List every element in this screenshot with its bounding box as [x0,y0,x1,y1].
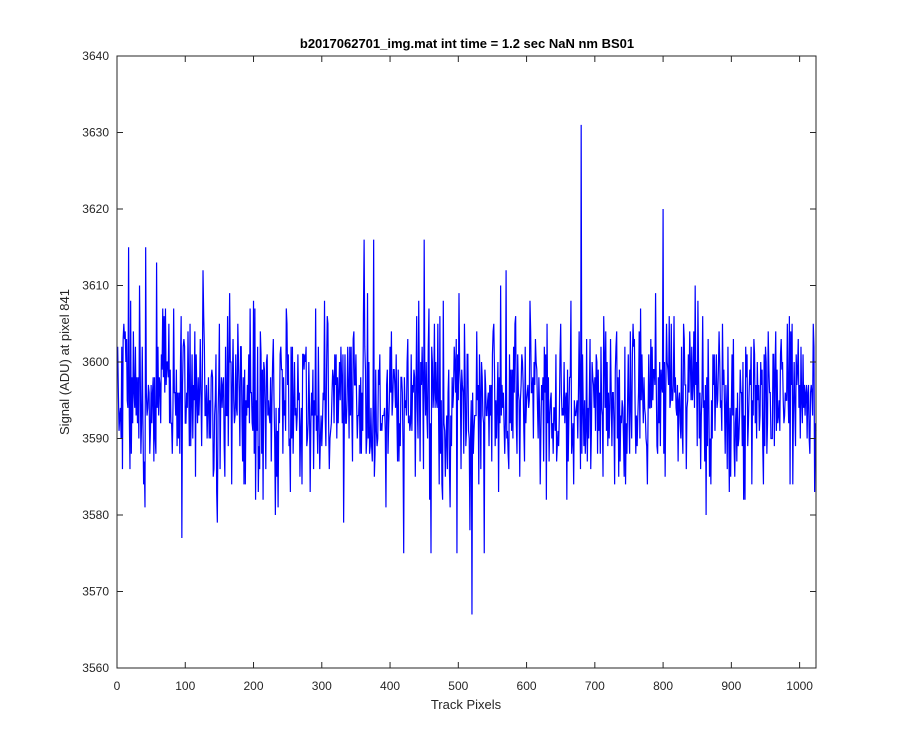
x-tick-label: 400 [380,679,400,693]
x-tick-label: 300 [312,679,332,693]
y-axis-label: Signal (ADU) at pixel 841 [57,289,72,435]
chart-title: b2017062701_img.mat int time = 1.2 sec N… [300,36,634,51]
y-tick-label: 3590 [82,432,109,446]
x-tick-label: 900 [721,679,741,693]
x-tick-label: 0 [114,679,121,693]
x-tick-label: 800 [653,679,673,693]
y-tick-label: 3580 [82,508,109,522]
y-tick-label: 3600 [82,355,109,369]
y-axis-ticks: 3560 3570 3580 3590 3600 3610 3620 3630 3640 [82,49,816,675]
x-tick-label: 700 [585,679,605,693]
x-axis-label: Track Pixels [431,697,502,712]
x-tick-label: 1000 [786,679,813,693]
signal-series-line [117,124,817,615]
x-tick-label: 600 [517,679,537,693]
y-tick-label: 3560 [82,661,109,675]
x-tick-label: 200 [244,679,264,693]
y-tick-label: 3610 [82,279,109,293]
x-axis-ticks: 0 100 200 300 400 500 600 700 800 900 1000 [114,56,813,693]
y-tick-label: 3620 [82,202,109,216]
y-tick-label: 3570 [82,585,109,599]
plot-area [117,56,816,668]
y-tick-label: 3640 [82,49,109,63]
x-tick-label: 500 [448,679,468,693]
x-tick-label: 100 [175,679,195,693]
y-tick-label: 3630 [82,126,109,140]
